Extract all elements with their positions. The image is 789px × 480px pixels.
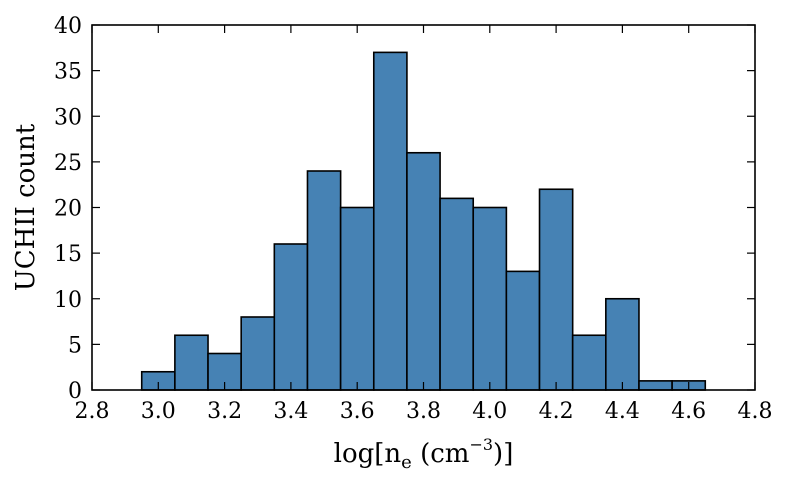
histogram-bars <box>140 51 707 391</box>
x-tick-label: 3.0 <box>141 399 176 424</box>
y-tick-label: 15 <box>54 242 82 267</box>
x-tick-label: 3.4 <box>273 399 308 424</box>
histogram-bar <box>439 197 475 391</box>
histogram-bar <box>372 51 408 391</box>
x-tick-label: 3.8 <box>406 399 441 424</box>
histogram-bar <box>339 206 375 391</box>
x-tick-label: 3.2 <box>207 399 242 424</box>
x-tick-label: 4.4 <box>605 399 640 424</box>
histogram-bar <box>306 170 342 391</box>
histogram-bar <box>472 206 508 391</box>
histogram-bar <box>605 297 640 391</box>
x-axis-label: log[ne (cm−3)] <box>334 435 514 473</box>
histogram-bar <box>505 270 541 391</box>
histogram-bar <box>538 188 574 391</box>
y-tick-label: 25 <box>54 151 82 176</box>
y-tick-label: 20 <box>54 197 82 222</box>
y-tick-label: 0 <box>68 379 82 404</box>
x-tick-label: 2.8 <box>75 399 110 424</box>
axis-ticks <box>91 24 756 391</box>
x-tick-label: 3.6 <box>340 399 375 424</box>
y-tick-label: 10 <box>54 288 82 313</box>
x-tick-label: 4.2 <box>539 399 574 424</box>
histogram-bar <box>406 151 441 391</box>
y-axis-label: UCHII count <box>11 123 41 291</box>
histogram-bar <box>174 334 209 391</box>
histogram-bar <box>638 380 673 391</box>
histogram-bar <box>240 316 276 391</box>
y-tick-label: 5 <box>68 333 82 358</box>
x-tick-label: 4.6 <box>671 399 706 424</box>
y-tick-labels: 0 5 10 15 20 25 30 35 40 <box>54 14 82 404</box>
x-tick-label: 4.8 <box>738 399 773 424</box>
x-tick-label: 4.0 <box>472 399 507 424</box>
y-tick-label: 30 <box>54 105 82 130</box>
y-tick-label: 35 <box>54 60 82 85</box>
histogram-bar <box>273 243 309 391</box>
y-tick-label: 40 <box>54 14 82 39</box>
x-tick-labels: 2.8 3.0 3.2 3.4 3.6 3.8 4.0 4.2 4.4 4.6 4.8 <box>75 399 773 424</box>
histogram-bar <box>571 334 607 391</box>
